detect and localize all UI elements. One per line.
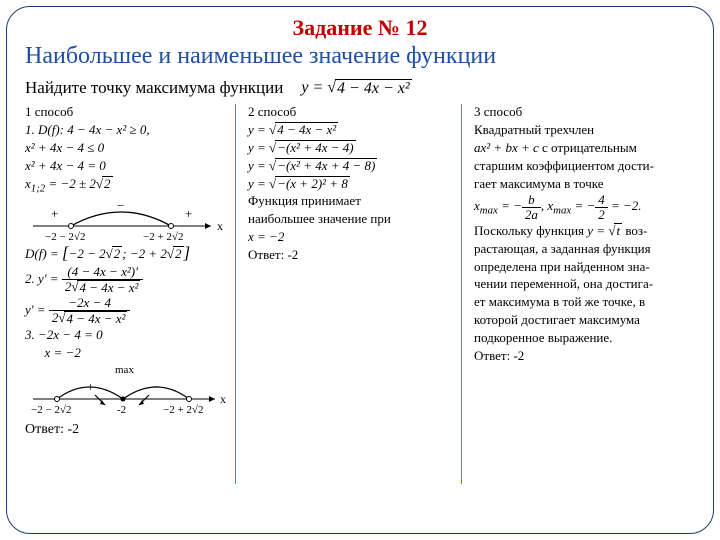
m1-l9: x = −2	[25, 345, 227, 362]
svg-text:−2 + 2√2: −2 + 2√2	[163, 404, 203, 416]
svg-text:-2: -2	[117, 404, 126, 416]
svg-text:−2 − 2√2: −2 − 2√2	[31, 404, 71, 416]
m1-head: 1 способ	[25, 104, 227, 121]
m1-df: D(f) = [−2 − 2√2; −2 + 2√2]	[25, 242, 227, 264]
task-title: Задание № 12	[25, 15, 695, 41]
m3-t8: ет максимума в той же точке, в	[474, 294, 679, 311]
prompt-text: Найдите точку максимума функции	[25, 78, 283, 98]
svg-text:−2 − 2√2: −2 − 2√2	[45, 231, 85, 242]
m2-t3: x = −2	[248, 229, 453, 246]
m1-l4: x1;2 = −2 ± 2√2	[25, 176, 227, 196]
svg-text:x: x	[217, 219, 223, 233]
m3-t7: чении переменной, она достига-	[474, 276, 679, 293]
columns: 1 способ 1. D(f): 4 − 4x − x² ≥ 0, x² + …	[25, 104, 695, 484]
m3-t5: растающая, а заданная функция	[474, 241, 679, 258]
m3-t9: которой достигает максимума	[474, 312, 679, 329]
task-subtitle: Наибольшее и наименьшее значение функции	[25, 43, 695, 70]
svg-text:+: +	[87, 379, 94, 394]
m2-l4: y = √−(x + 2)² + 8	[248, 176, 453, 193]
m1-l3: x² + 4x − 4 = 0	[25, 158, 227, 175]
m2-head: 2 способ	[248, 104, 453, 121]
m3-m1: ax² + bx + c с отрицательным	[474, 140, 679, 157]
svg-text:+: +	[51, 206, 58, 221]
m3-t6: определена при найденном зна-	[474, 259, 679, 276]
m1-deriv1: 2. y' = (4 − 4x − x²)' 2√4 − 4x − x²	[25, 265, 227, 295]
method-2: 2 способ y = √4 − 4x − x² y = √−(x² + 4x…	[236, 104, 461, 484]
m1-l8: 3. −2x − 4 = 0	[25, 327, 227, 344]
main-formula: y = √4 − 4x − x²	[301, 79, 411, 98]
m3-xmax: xmax = −b2a, xmax = −42 = −2.	[474, 193, 679, 221]
m2-l3: y = √−(x² + 4x + 4 − 8)	[248, 158, 453, 175]
m3-t4: Поскольку функция y = √t воз-	[474, 223, 679, 240]
m3-answer: Ответ: -2	[474, 348, 679, 365]
m1-answer: Ответ: -2	[25, 421, 227, 439]
slide-frame: Задание № 12 Наибольшее и наименьшее зна…	[6, 6, 714, 534]
svg-text:+: +	[185, 206, 192, 221]
svg-text:x: x	[220, 392, 226, 406]
svg-text:−: −	[117, 198, 124, 213]
m3-t1: Квадратный трехчлен	[474, 122, 679, 139]
svg-text:max: max	[115, 364, 134, 376]
sign-diagram-2: max + − −2 − 2√2 -2 −2 + 2√2 x	[25, 363, 230, 419]
m2-answer: Ответ: -2	[248, 247, 453, 264]
svg-text:−2 + 2√2: −2 + 2√2	[143, 231, 183, 242]
m2-l1: y = √4 − 4x − x²	[248, 122, 453, 139]
m3-head: 3 способ	[474, 104, 679, 121]
m3-t3: гает максимума в точке	[474, 176, 679, 193]
method-3: 3 способ Квадратный трехчлен ax² + bx + …	[462, 104, 687, 484]
m2-t2: наибольшее значение при	[248, 211, 453, 228]
svg-text:−: −	[153, 379, 160, 394]
m1-l1: 1. D(f): 4 − 4x − x² ≥ 0,	[25, 122, 227, 139]
m1-deriv2: y' = −2x − 4 2√4 − 4x − x²	[25, 296, 227, 326]
m3-t2: старшим коэффициентом дости-	[474, 158, 679, 175]
prompt-row: Найдите точку максимума функции y = √4 −…	[25, 78, 695, 98]
method-1: 1 способ 1. D(f): 4 − 4x − x² ≥ 0, x² + …	[25, 104, 235, 484]
sign-diagram-1: + − + −2 − 2√2 −2 + 2√2 x	[25, 196, 225, 242]
m2-l2: y = √−(x² + 4x − 4)	[248, 140, 453, 157]
m1-l2: x² + 4x − 4 ≤ 0	[25, 140, 227, 157]
m2-t1: Функция принимает	[248, 193, 453, 210]
m3-t10: подкоренное выражение.	[474, 330, 679, 347]
